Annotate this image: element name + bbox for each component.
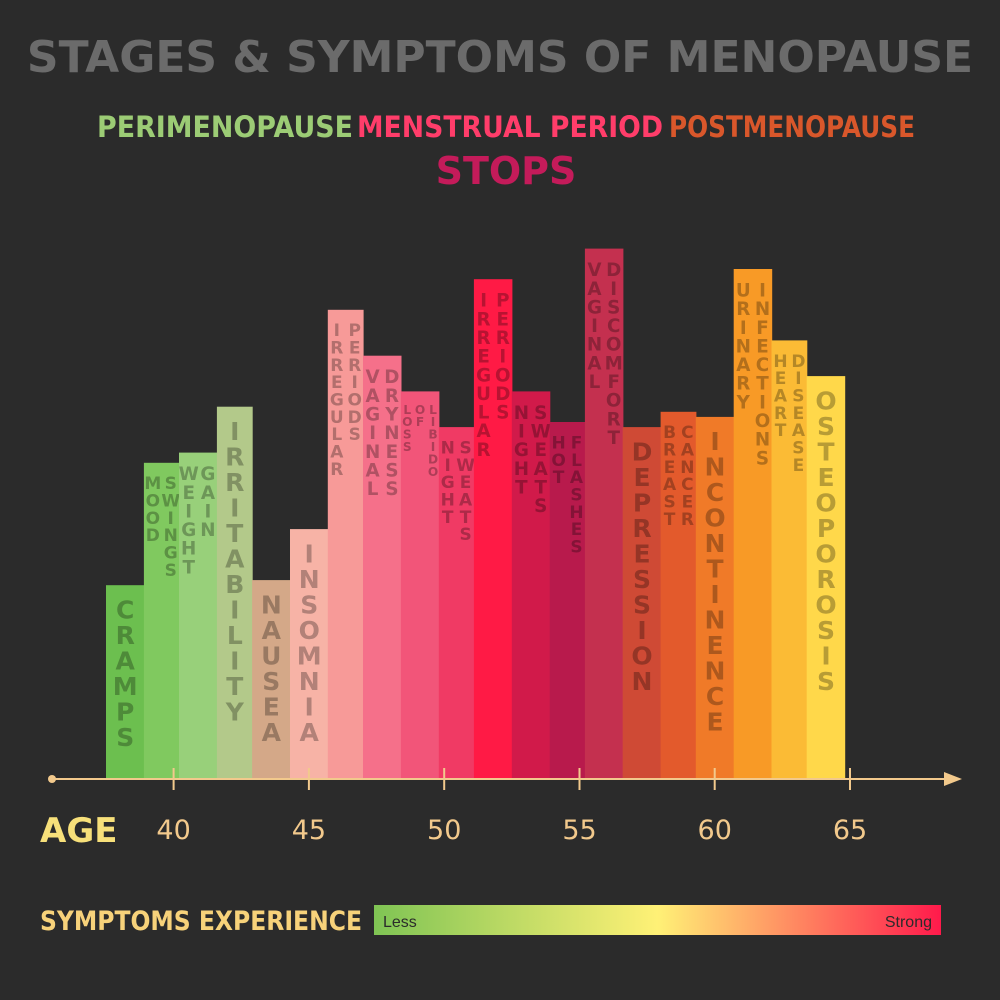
- bar-3: [179, 452, 218, 779]
- bar-label-9: L O S SO FL I B I D O: [402, 403, 438, 479]
- legend-title: SYMPTOMS EXPERIENCE: [40, 906, 362, 937]
- bar-14: [584, 248, 624, 780]
- tick-label-60: 60: [698, 815, 732, 846]
- bar-15: [622, 427, 662, 779]
- bar-label-16: B R E A S TC A N C E R: [663, 423, 695, 530]
- bar-20: [806, 376, 846, 779]
- age-axis: 40 45 50 55 60 65: [48, 768, 962, 846]
- legend-high-label: Strong: [885, 914, 932, 931]
- bar-11: [473, 279, 513, 779]
- tick-label-50: 50: [427, 815, 461, 846]
- bar-label-2: M O O DS W I N G S: [144, 474, 180, 581]
- bar-7: [327, 309, 364, 779]
- bar-2: [143, 462, 180, 779]
- bar-16: [660, 411, 697, 779]
- bar-label-14: V A G I N A LD I S C O M F O R T: [587, 260, 623, 449]
- bar-6: [290, 529, 329, 779]
- tick-label-40: 40: [156, 815, 190, 846]
- bar-1: [106, 585, 145, 779]
- bars-group: C R A M P SM O O DS W I N G SW E I G H TG A I N I R R I T A B I L I T Y N A…: [106, 248, 846, 780]
- bar-10: [438, 427, 475, 779]
- stage-menstrual-period: MENSTRUAL PERIOD: [357, 110, 663, 144]
- tick-label-65: 65: [833, 815, 867, 846]
- bar-13: [549, 422, 586, 779]
- legend-gradient-bar: [374, 905, 941, 935]
- age-axis-label: AGE: [40, 811, 117, 851]
- bar-label-7: I R R E G U L A RP E R I O D S: [330, 321, 362, 480]
- bar-4: [216, 406, 253, 779]
- bar-18: [733, 269, 773, 779]
- stage-stops: STOPS: [436, 149, 577, 193]
- legend-low-label: Less: [383, 914, 417, 931]
- stage-perimenopause: PERIMENOPAUSE: [97, 110, 353, 144]
- stage-postmenopause: POSTMENOPAUSE: [669, 110, 915, 144]
- bar-label-8: V A G I N A LD R Y N E S S: [365, 367, 400, 500]
- bar-label-10: N I G H TS W E A T S: [441, 439, 476, 546]
- bar-12: [511, 391, 551, 779]
- axis-origin-dot: [48, 775, 56, 783]
- bar-5: [252, 580, 291, 779]
- bar-label-11: I R R E G U L A RP E R I O D S: [476, 291, 510, 461]
- bar-17: [695, 416, 735, 779]
- bar-8: [363, 355, 402, 779]
- bar-label-13: H O TF L A S H E S: [551, 433, 584, 557]
- bar-label-3: W E I G H TG A I N: [179, 464, 216, 578]
- tick-label-55: 55: [562, 815, 596, 846]
- axis-arrow: [944, 772, 962, 786]
- bar-label-12: N I G H TS W E A T S: [514, 403, 551, 517]
- tick-label-45: 45: [292, 815, 326, 846]
- bar-9: [400, 391, 440, 779]
- bar-19: [771, 340, 808, 779]
- bar-label-19: H E A R TD I S E A S E: [773, 352, 805, 476]
- page-title: STAGES & SYMPTOMS OF MENOPAUSE: [27, 32, 973, 83]
- bar-label-18: U R I N A R YI N F E C T I O N S: [736, 281, 771, 470]
